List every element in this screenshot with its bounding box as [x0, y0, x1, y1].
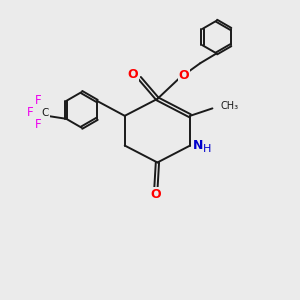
Text: O: O — [151, 188, 161, 201]
Text: F: F — [34, 94, 41, 107]
Text: F: F — [34, 118, 41, 131]
Text: O: O — [178, 69, 189, 82]
Text: O: O — [128, 68, 138, 81]
Text: N: N — [193, 139, 204, 152]
Text: F: F — [27, 106, 34, 119]
Text: C: C — [42, 108, 49, 118]
Text: H: H — [203, 144, 212, 154]
Text: CH₃: CH₃ — [220, 101, 238, 111]
